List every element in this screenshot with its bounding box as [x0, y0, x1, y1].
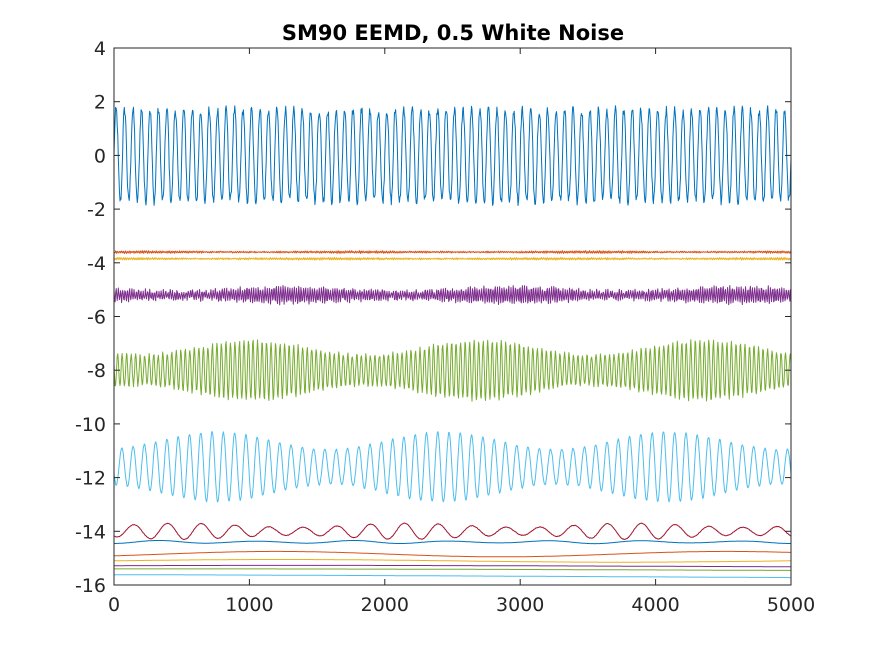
x-tick-label: 1000	[225, 594, 273, 616]
y-axis: 4 2 0 -2 -4 -6 -8 -10 -12 -14 -16	[75, 38, 791, 597]
series-line-9	[114, 550, 791, 558]
series-line-13	[114, 574, 791, 579]
y-tick-label: 2	[94, 92, 106, 114]
series-line-3	[113, 256, 792, 261]
series-line-1	[113, 105, 792, 206]
series-layer	[113, 105, 792, 579]
y-tick-label: -8	[87, 360, 106, 382]
x-axis: 0 1000 2000 3000 4000 5000	[108, 48, 815, 616]
series-line-8	[114, 540, 791, 545]
y-tick-label: -12	[75, 468, 106, 490]
x-tick-label: 2000	[361, 594, 409, 616]
plot-area-frame	[113, 47, 792, 586]
series-line-6	[113, 430, 792, 503]
chart-title: SM90 EEMD, 0.5 White Noise	[282, 21, 624, 45]
x-tick-label: 3000	[496, 594, 544, 616]
series-line-2	[113, 250, 792, 254]
y-tick-label: -14	[75, 521, 106, 543]
series-line-4	[113, 285, 792, 306]
x-tick-label: 0	[108, 594, 120, 616]
y-tick-label: -2	[87, 199, 106, 221]
y-tick-label: -10	[75, 414, 106, 436]
series-line-7	[113, 522, 792, 540]
x-tick-label: 4000	[631, 594, 679, 616]
series-line-12	[114, 568, 791, 571]
y-tick-label: 4	[94, 38, 106, 60]
series-line-5	[113, 339, 792, 402]
y-tick-label: 0	[94, 145, 106, 167]
series-line-10	[114, 559, 791, 563]
x-tick-label: 5000	[767, 594, 815, 616]
y-tick-label: -16	[75, 575, 106, 597]
y-tick-label: -6	[87, 307, 106, 329]
series-line-11	[114, 564, 791, 568]
y-tick-label: -4	[87, 253, 106, 275]
